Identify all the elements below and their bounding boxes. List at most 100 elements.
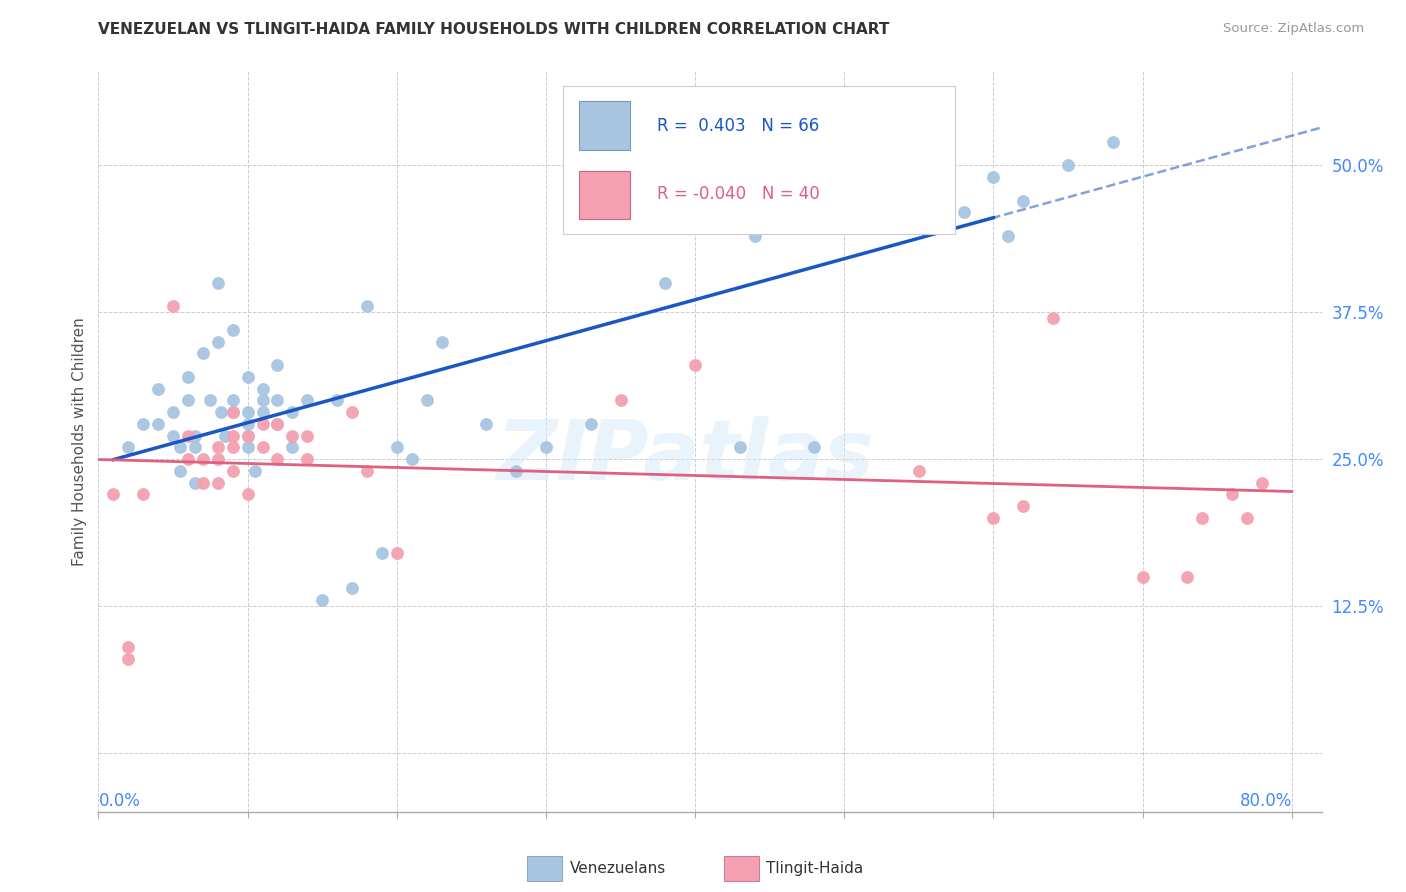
Point — [252, 417, 274, 431]
Point — [162, 299, 184, 313]
Point — [579, 417, 602, 431]
Point — [1177, 570, 1199, 584]
Y-axis label: Family Households with Children: Family Households with Children — [72, 318, 87, 566]
Point — [252, 405, 274, 419]
Text: VENEZUELAN VS TLINGIT-HAIDA FAMILY HOUSEHOLDS WITH CHILDREN CORRELATION CHART: VENEZUELAN VS TLINGIT-HAIDA FAMILY HOUSE… — [98, 22, 890, 37]
Point — [236, 441, 259, 455]
Point — [1220, 487, 1243, 501]
Point — [207, 334, 229, 349]
Point — [938, 158, 960, 172]
Point — [177, 370, 200, 384]
Point — [266, 417, 288, 431]
Point — [297, 452, 319, 467]
Point — [236, 487, 259, 501]
Point — [177, 428, 200, 442]
Point — [177, 393, 200, 408]
Point — [191, 346, 214, 360]
Point — [184, 441, 207, 455]
Point — [683, 358, 706, 372]
Point — [162, 428, 184, 442]
Point — [207, 452, 229, 467]
Text: 0.0%: 0.0% — [98, 792, 141, 810]
Point — [534, 441, 557, 455]
Text: Tlingit-Haida: Tlingit-Haida — [766, 862, 863, 876]
Point — [266, 393, 288, 408]
Point — [385, 441, 408, 455]
Point — [1012, 194, 1035, 208]
Point — [252, 393, 274, 408]
Point — [1101, 135, 1123, 149]
Point — [236, 405, 259, 419]
Point — [728, 441, 751, 455]
Point — [252, 441, 274, 455]
Point — [214, 428, 236, 442]
Point — [132, 487, 155, 501]
Point — [997, 228, 1019, 243]
Point — [832, 123, 855, 137]
Point — [221, 405, 243, 419]
Point — [117, 441, 139, 455]
Point — [877, 217, 900, 231]
Point — [297, 428, 319, 442]
Point — [1191, 511, 1213, 525]
Point — [326, 393, 349, 408]
Point — [415, 393, 437, 408]
Point — [117, 652, 139, 666]
Point — [184, 428, 207, 442]
Point — [221, 441, 243, 455]
Point — [1042, 311, 1064, 326]
Point — [169, 441, 191, 455]
Point — [207, 441, 229, 455]
Point — [266, 452, 288, 467]
Point — [340, 582, 363, 596]
Point — [162, 405, 184, 419]
Point — [952, 205, 974, 219]
Point — [177, 452, 200, 467]
Point — [200, 393, 222, 408]
Point — [505, 464, 527, 478]
Point — [221, 323, 243, 337]
Point — [983, 511, 1005, 525]
Point — [243, 464, 266, 478]
Point — [356, 464, 378, 478]
Point — [654, 276, 676, 290]
Point — [169, 464, 191, 478]
Point — [908, 464, 931, 478]
Point — [221, 405, 243, 419]
Point — [1236, 511, 1258, 525]
Point — [221, 464, 243, 478]
Point — [744, 228, 766, 243]
Point — [117, 640, 139, 655]
Point — [401, 452, 423, 467]
Point — [146, 382, 169, 396]
Point — [132, 417, 155, 431]
Point — [207, 276, 229, 290]
Point — [281, 428, 304, 442]
Point — [475, 417, 498, 431]
Point — [1251, 475, 1274, 490]
Point — [922, 182, 945, 196]
Point — [236, 428, 259, 442]
Point — [340, 405, 363, 419]
Point — [863, 158, 886, 172]
Point — [221, 393, 243, 408]
Point — [103, 487, 125, 501]
Point — [1057, 158, 1080, 172]
Text: Source: ZipAtlas.com: Source: ZipAtlas.com — [1223, 22, 1364, 36]
Point — [1012, 499, 1035, 513]
Point — [281, 405, 304, 419]
Point — [1132, 570, 1154, 584]
Point — [371, 546, 394, 560]
Point — [184, 475, 207, 490]
Point — [191, 452, 214, 467]
Point — [221, 428, 243, 442]
Point — [266, 358, 288, 372]
Point — [983, 170, 1005, 185]
Point — [430, 334, 453, 349]
Text: ZIPatlas: ZIPatlas — [496, 416, 875, 497]
Point — [236, 370, 259, 384]
Point — [146, 417, 169, 431]
Point — [356, 299, 378, 313]
Point — [252, 382, 274, 396]
Point — [640, 194, 662, 208]
